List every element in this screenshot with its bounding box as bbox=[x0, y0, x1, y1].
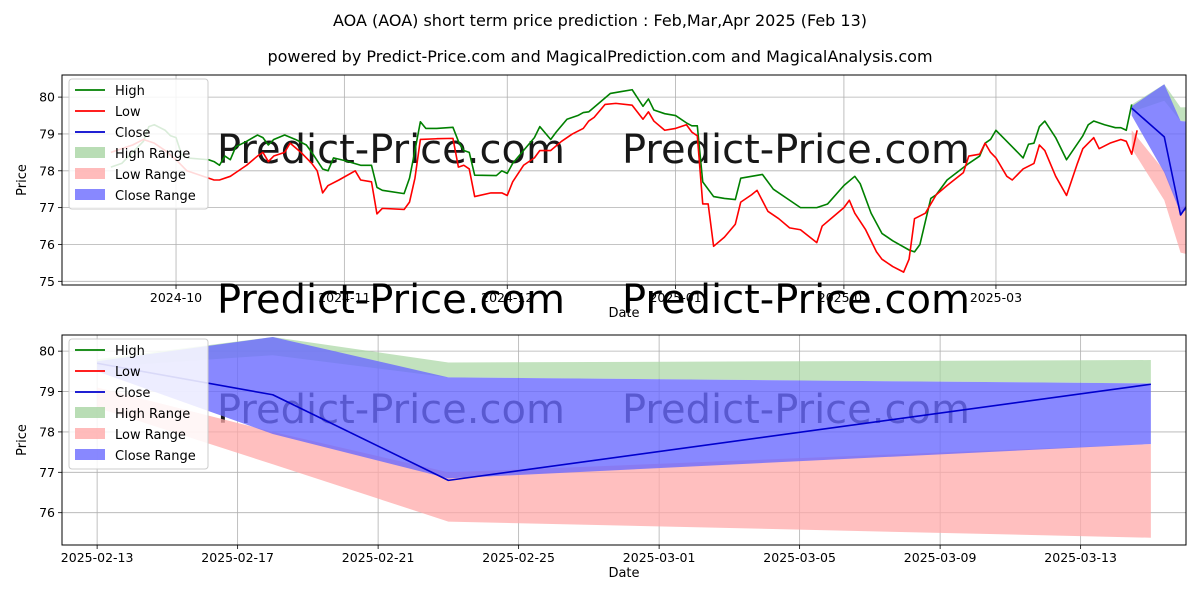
top-legend-high-range-label: High Range bbox=[115, 147, 190, 162]
top-x-tick-label: 2024-11 bbox=[318, 290, 370, 305]
top-y-tick-label: 80 bbox=[39, 90, 55, 105]
top-y-tick-label: 79 bbox=[39, 126, 55, 141]
top-y-axis-label: Price bbox=[15, 164, 30, 196]
top-x-tick-label: 2024-12 bbox=[481, 290, 533, 305]
bottom-legend-close-range-label: Close Range bbox=[115, 449, 196, 464]
top-x-axis-label: Date bbox=[608, 306, 639, 321]
bottom-x-tick-label: 2025-03-09 bbox=[904, 550, 977, 565]
top-low-series-line bbox=[110, 102, 1138, 273]
bottom-legend-low-range-label: Low Range bbox=[115, 428, 186, 443]
bottom-legend-low-range-swatch bbox=[75, 428, 105, 439]
top-legend-close-label: Close bbox=[115, 126, 150, 141]
bottom-x-tick-label: 2025-03-01 bbox=[623, 550, 696, 565]
top-close-range-band bbox=[1131, 84, 1186, 214]
top-close-series-line bbox=[1131, 107, 1186, 216]
bottom-legend-low-label: Low bbox=[115, 365, 141, 380]
bottom-y-tick-label: 79 bbox=[39, 384, 55, 399]
top-legend-high-range-swatch bbox=[75, 147, 105, 158]
top-y-tick-label: 78 bbox=[39, 163, 55, 178]
bottom-data-layer bbox=[96, 337, 1151, 538]
top-panel: 2024-10 2024-11 2024-12 2025-01 2025-02 2025-… bbox=[15, 74, 1187, 323]
top-legend-low-range-label: Low Range bbox=[115, 168, 186, 183]
bottom-x-tick-label: 2025-03-05 bbox=[763, 550, 836, 565]
bottom-low-range-band bbox=[97, 387, 1151, 538]
bottom-legend-high-label: High bbox=[115, 344, 145, 359]
top-legend-low-label: Low bbox=[115, 105, 141, 120]
chart-subtitle: powered by Predict-Price.com and Magical… bbox=[267, 47, 932, 66]
bottom-x-tick-label: 2025-02-25 bbox=[482, 550, 555, 565]
top-y-tick-label: 76 bbox=[39, 237, 55, 252]
bottom-x-tick-label: 2025-02-21 bbox=[342, 550, 415, 565]
bottom-y-tick-label: 80 bbox=[39, 344, 55, 359]
bottom-legend-high-range-swatch bbox=[75, 407, 105, 418]
bottom-x-tick-label: 2025-03-13 bbox=[1044, 550, 1117, 565]
top-legend-close-range-label: Close Range bbox=[115, 189, 196, 204]
top-x-tick-label: 2025-02 bbox=[818, 290, 870, 305]
chart-title: AOA (AOA) short term price prediction : … bbox=[333, 11, 867, 30]
bottom-y-tick-label: 77 bbox=[39, 465, 55, 480]
top-x-tick-label: 2025-01 bbox=[649, 290, 701, 305]
top-x-tick-label: 2024-10 bbox=[150, 290, 202, 305]
bottom-y-tick-label: 76 bbox=[39, 505, 55, 520]
bottom-y-tick-label: 78 bbox=[39, 424, 55, 439]
bottom-x-tick-label: 2025-02-13 bbox=[61, 550, 134, 565]
top-data-layer bbox=[110, 84, 1186, 273]
bottom-x-tick-label: 2025-02-17 bbox=[201, 550, 274, 565]
top-watermark-below: Predict-Price.com bbox=[622, 277, 970, 323]
top-watermark-below: Predict-Price.com bbox=[217, 277, 565, 323]
top-y-tick-label: 77 bbox=[39, 200, 55, 215]
bottom-close-range-band bbox=[97, 337, 1151, 479]
top-axes-frame bbox=[61, 74, 1187, 286]
bottom-panel: 2025-02-13 2025-02-17 2025-02-21 2025-02-25… bbox=[15, 334, 1187, 581]
bottom-y-axis-label: Price bbox=[15, 424, 30, 456]
top-high-series-line bbox=[110, 88, 1133, 253]
top-legend-close-range-swatch bbox=[75, 189, 105, 200]
top-legend-high-label: High bbox=[115, 84, 145, 99]
top-low-range-band bbox=[1131, 130, 1186, 254]
bottom-legend-close-label: Close bbox=[115, 386, 150, 401]
top-watermark: Predict-Price.com bbox=[217, 127, 565, 173]
top-legend-low-range-swatch bbox=[75, 168, 105, 179]
top-watermark: Predict-Price.com bbox=[622, 127, 970, 173]
top-x-tick-label: 2025-03 bbox=[970, 290, 1022, 305]
bottom-legend-high-range-label: High Range bbox=[115, 407, 190, 422]
bottom-legend-close-range-swatch bbox=[75, 449, 105, 460]
top-y-tick-label: 75 bbox=[39, 274, 55, 289]
bottom-high-range-band bbox=[97, 337, 1151, 384]
bottom-axes-frame bbox=[61, 334, 1187, 546]
bottom-x-axis-label: Date bbox=[608, 566, 639, 581]
